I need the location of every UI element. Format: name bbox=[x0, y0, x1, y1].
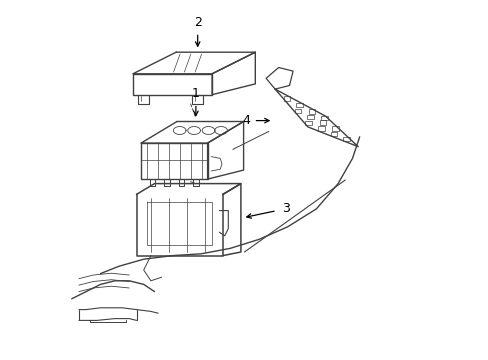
Text: 4: 4 bbox=[242, 114, 249, 127]
Bar bbox=[319, 121, 325, 125]
Text: 2: 2 bbox=[193, 16, 201, 29]
Text: 1: 1 bbox=[192, 87, 200, 100]
Bar bbox=[317, 126, 324, 131]
Bar bbox=[305, 121, 311, 125]
Bar bbox=[330, 131, 336, 136]
Bar bbox=[343, 137, 349, 141]
Bar bbox=[283, 96, 289, 101]
Bar bbox=[306, 114, 313, 119]
Bar bbox=[321, 116, 327, 120]
Bar bbox=[294, 109, 301, 113]
Bar bbox=[308, 109, 315, 114]
Text: 3: 3 bbox=[282, 202, 289, 215]
Bar bbox=[296, 103, 302, 107]
Bar bbox=[332, 126, 338, 131]
